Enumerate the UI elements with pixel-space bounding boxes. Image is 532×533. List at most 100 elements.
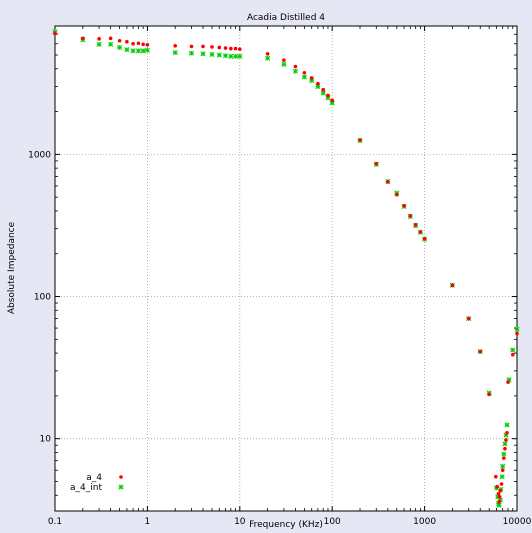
data-point-a_4	[422, 236, 427, 241]
data-point-a_4_int	[144, 47, 150, 53]
data-point-a_4	[497, 495, 502, 499]
data-point-a_4	[504, 438, 508, 442]
data-point-a_4_int	[504, 422, 510, 428]
data-point-a_4	[394, 192, 399, 197]
x-axis-title: Frequency (KHz)	[249, 520, 323, 530]
data-point-a_4	[402, 203, 406, 208]
data-point-a_4_int	[233, 53, 239, 59]
data-point-a_4	[145, 42, 150, 47]
data-point-a_4	[494, 474, 498, 479]
data-point-a_4	[450, 283, 455, 288]
data-point-a_4	[117, 38, 122, 43]
legend-label-a-4-int: a_4_int	[70, 483, 102, 493]
data-point-a_4_int	[188, 50, 195, 56]
data-point-a_4	[487, 392, 491, 397]
data-point-a_4_int	[228, 53, 234, 59]
x-tick-label: 0.1	[48, 517, 62, 527]
series-a_4	[53, 31, 519, 504]
data-point-a_4	[136, 41, 141, 46]
data-point-a_4_int	[265, 55, 271, 61]
y-tick-label: 1000	[28, 150, 51, 160]
data-point-a_4	[189, 44, 194, 49]
data-point-a_4	[326, 93, 330, 98]
data-point-a_4	[413, 222, 418, 227]
data-point-a_4	[321, 87, 326, 92]
data-point-a_4_int	[281, 61, 287, 67]
data-point-a_4_int	[237, 53, 243, 59]
data-point-a_4	[238, 47, 242, 51]
data-point-a_4_int	[135, 48, 141, 54]
legend-marker-a-4	[119, 475, 123, 479]
data-point-a_4	[466, 316, 471, 321]
data-point-a_4_int	[209, 51, 215, 57]
data-point-a_4_int	[496, 502, 502, 508]
data-point-a_4	[141, 42, 145, 47]
data-point-a_4_int	[510, 347, 516, 353]
data-point-a_4	[510, 352, 515, 357]
data-point-a_4	[515, 331, 519, 336]
data-point-a_4	[506, 380, 510, 384]
data-point-a_4	[108, 36, 113, 41]
data-point-a_4	[502, 456, 506, 460]
data-point-a_4_int	[200, 51, 206, 57]
data-point-a_4	[309, 76, 314, 80]
data-point-a_4	[233, 46, 238, 51]
x-tick-label: 10000	[503, 517, 532, 527]
data-point-a_4_int	[130, 48, 136, 54]
data-point-a_4	[210, 45, 214, 49]
data-point-a_4	[498, 488, 503, 493]
data-point-a_4_int	[172, 50, 178, 56]
y-tick-label: 100	[34, 293, 51, 303]
data-point-a_4	[265, 51, 270, 56]
data-point-a_4	[293, 64, 298, 69]
data-point-a_4	[131, 41, 135, 46]
data-point-a_4	[330, 98, 335, 103]
data-point-a_4	[201, 44, 205, 49]
x-tick-label: 10	[234, 517, 246, 527]
y-tick-label: 10	[40, 435, 52, 445]
data-point-a_4	[408, 213, 413, 218]
data-point-a_4_int	[140, 48, 146, 54]
data-point-a_4	[217, 45, 222, 50]
data-point-a_4	[173, 44, 178, 48]
data-point-a_4	[495, 484, 499, 489]
data-point-a_4	[505, 431, 509, 435]
data-point-a_4_int	[292, 68, 298, 74]
data-point-a_4_int	[499, 474, 505, 480]
data-point-a_4_int	[501, 451, 507, 457]
data-point-a_4	[497, 499, 501, 504]
data-point-a_4_int	[301, 74, 307, 80]
y-axis-title: Absolute Impedance	[7, 221, 17, 314]
data-point-a_4_int	[514, 326, 520, 332]
x-tick-label: 1000	[413, 517, 436, 527]
data-point-a_4	[499, 482, 504, 486]
data-point-a_4	[496, 491, 501, 496]
data-point-a_4	[386, 180, 390, 184]
data-point-a_4_int	[96, 41, 102, 47]
chart-title: Acadia Distilled 4	[247, 13, 325, 23]
x-tick-label: 100	[324, 517, 341, 527]
data-point-a_4	[418, 230, 423, 234]
data-point-a_4	[316, 81, 320, 86]
plot-area	[54, 25, 518, 512]
data-point-a_4	[500, 468, 505, 473]
data-point-a_4_int	[108, 41, 114, 47]
data-point-a_4	[358, 138, 362, 142]
data-point-a_4_int	[320, 90, 326, 96]
data-point-a_4_int	[216, 52, 222, 58]
data-point-a_4	[374, 161, 379, 166]
data-point-a_4	[302, 70, 307, 75]
data-point-a_4	[97, 37, 101, 41]
data-point-a_4_int	[222, 53, 229, 59]
data-point-a_4	[81, 36, 85, 41]
data-point-a_4_int	[117, 44, 123, 51]
data-point-a_4	[282, 58, 286, 62]
legend: a_4 a_4_int	[70, 473, 124, 493]
x-tick-label: 1	[145, 517, 151, 527]
data-point-a_4	[223, 46, 228, 50]
data-point-a_4	[125, 39, 129, 44]
data-point-a_4	[478, 349, 483, 354]
grid-lines	[55, 26, 517, 511]
